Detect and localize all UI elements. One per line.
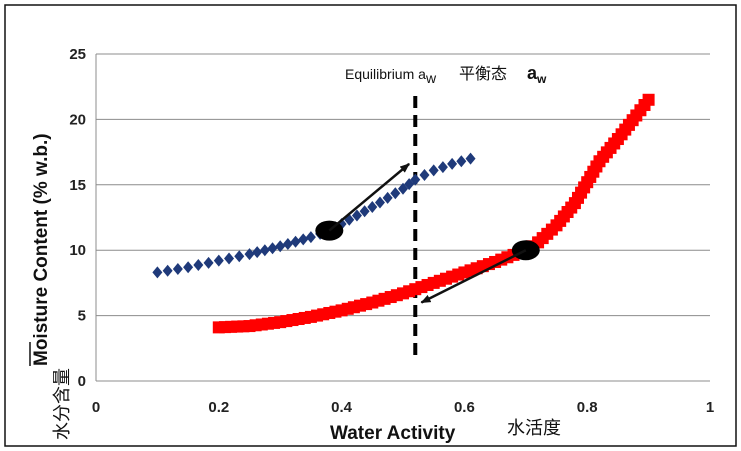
equilibrium-bold-a: aw [527,63,547,86]
x-tick-label: 0.6 [454,399,475,416]
x-tick-label: 1 [706,399,714,416]
y-tick-label: 10 [69,242,86,259]
y-tick-label: 25 [69,46,86,63]
adsorption-point [410,173,421,186]
desorption-point [489,255,502,268]
y-tick-label: 15 [69,177,86,194]
equilibrium-label: Equilibrium aw [345,66,437,86]
adsorption-point [305,231,316,244]
x-tick-label: 0 [92,399,100,416]
adsorption-point [193,259,204,272]
adsorption-point [234,250,245,263]
y-tick-labels: 0 5 10 15 20 25 [69,46,86,390]
adsorption-point [275,240,286,253]
adsorption-point [183,261,194,274]
adsorption-point [290,235,301,248]
adsorption-point [267,242,278,255]
x-axis-title-cn: 水活度 [507,418,561,439]
direction-arrows [328,162,527,304]
y-tick-label: 20 [69,111,86,128]
adsorption-point [447,157,458,170]
desorption-arrow [420,249,527,304]
adsorption-point [382,191,393,204]
x-tick-labels: 0 0.2 0.4 0.6 0.8 1 [92,399,714,416]
gridlines [96,53,710,317]
adsorption-point [224,252,235,265]
adsorption-point [203,256,214,269]
adsorption-point [282,237,293,250]
equilibrium-label-cn: 平衡态 [459,64,507,83]
adsorption-point [419,168,430,181]
y-axis-title-cn: 水分含量 [52,368,73,440]
x-tick-label: 0.8 [577,399,598,416]
equilibrium-bold-sub: w [536,72,547,86]
adsorption-point [351,209,362,222]
x-tick-label: 0.2 [208,399,229,416]
adsorption-point [252,246,263,259]
adsorption-point [152,266,163,279]
adsorption-point [374,196,385,209]
equilibrium-prefix: Equilibrium [345,66,418,82]
adsorption-point [437,161,448,174]
adsorption-point [172,262,183,275]
adsorption-point [390,187,401,200]
equilibrium-bold-a-main: a [527,63,538,83]
adsorption-point [465,152,476,165]
chart-border [4,4,737,447]
adsorption-point [428,164,439,177]
y-tick-label: 5 [78,308,86,325]
x-axis-title: Water Activity [330,423,456,444]
adsorption-point [162,264,173,277]
adsorption-arrow [328,162,410,232]
equilibrium-a: a [418,66,426,82]
axes [95,54,710,382]
y-axis-title: Moisture Content (% w.b.) [31,133,52,366]
adsorption-point [259,244,270,257]
adsorption-point [213,254,224,267]
adsorption-point [359,205,370,218]
desorption-series [212,93,655,334]
equilibrium-sub: w [425,70,437,86]
desorption-point [642,93,655,106]
x-tick-label: 0.4 [331,399,353,416]
adsorption-point [367,201,378,214]
y-tick-label: 0 [78,373,86,390]
desorption-point [501,251,514,264]
adsorption-point [456,155,467,168]
adsorption-point [244,248,255,261]
adsorption-point [298,233,309,246]
